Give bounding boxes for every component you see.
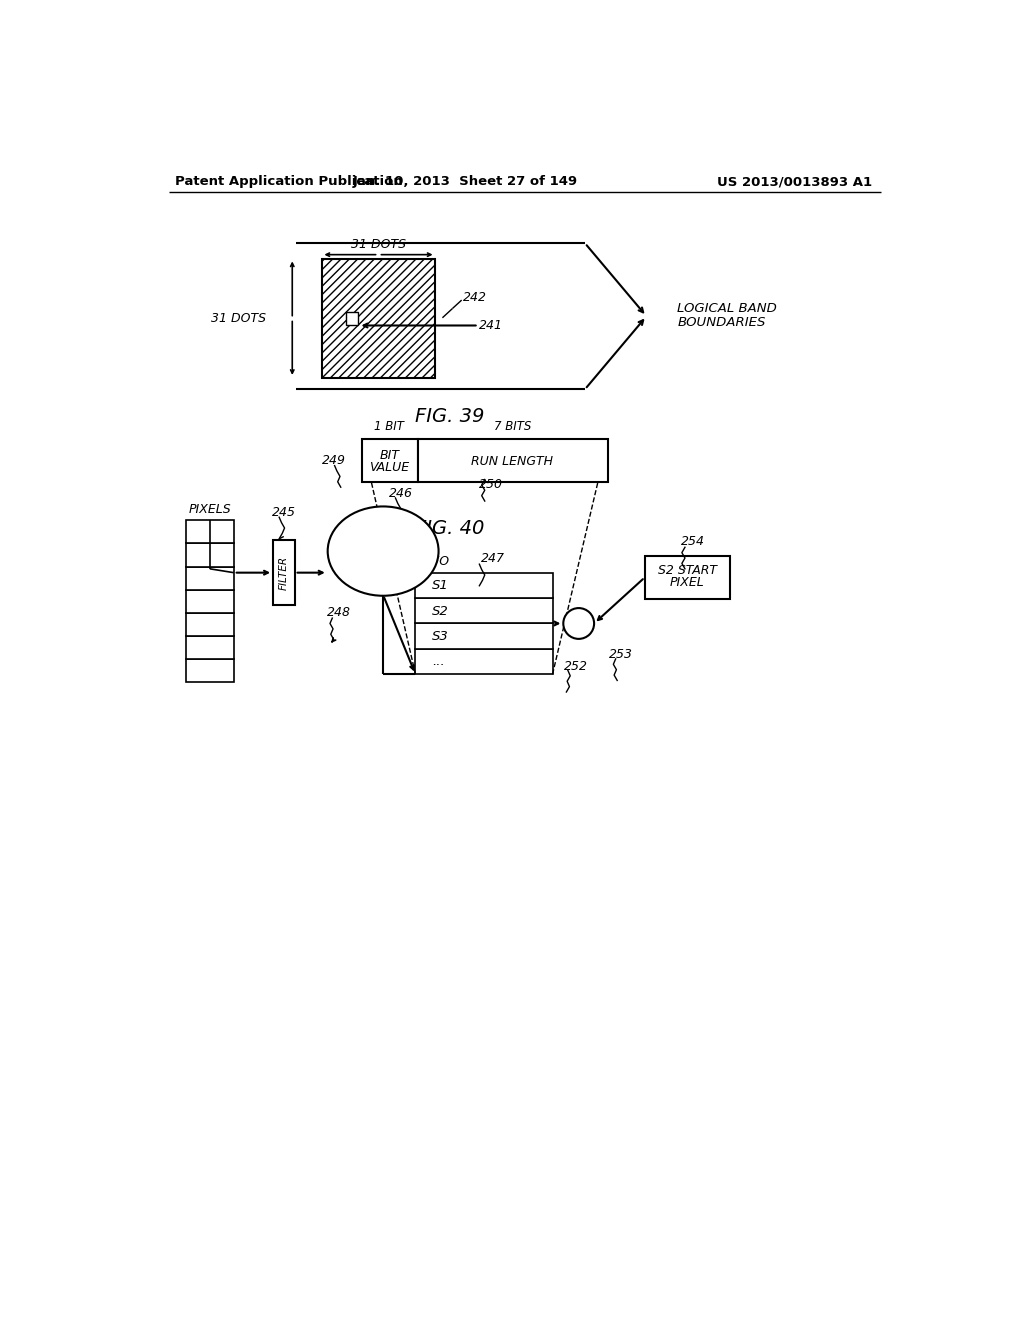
Text: PIXEL: PIXEL	[670, 576, 705, 589]
Text: LENGTH: LENGTH	[357, 541, 409, 554]
Text: S2 START: S2 START	[657, 564, 717, 577]
Text: FIG. 39: FIG. 39	[416, 407, 484, 426]
Bar	[416, 623, 553, 649]
Text: 246: 246	[388, 487, 413, 500]
Bar	[416, 598, 553, 623]
Text: LOGICAL BAND: LOGICAL BAND	[677, 302, 777, 315]
Text: S3: S3	[432, 630, 450, 643]
Text: 242: 242	[463, 290, 487, 304]
Text: Jan. 10, 2013  Sheet 27 of 149: Jan. 10, 2013 Sheet 27 of 149	[353, 176, 579, 187]
Bar	[273, 540, 295, 605]
Text: 253: 253	[608, 648, 633, 661]
Text: Patent Application Publication: Patent Application Publication	[175, 176, 403, 187]
Bar	[361, 440, 418, 482]
Bar	[186, 636, 233, 659]
Text: 31 DOTS: 31 DOTS	[351, 238, 406, 251]
Text: S2: S2	[432, 605, 450, 618]
Ellipse shape	[328, 507, 438, 595]
Bar	[186, 590, 233, 612]
Bar	[346, 313, 358, 325]
Text: 247: 247	[481, 552, 505, 565]
Text: RUN-: RUN-	[368, 529, 399, 543]
Bar	[416, 573, 553, 598]
Text: S1: S1	[432, 579, 450, 593]
Bar	[416, 649, 553, 675]
Text: BOUNDARIES: BOUNDARIES	[677, 315, 766, 329]
Circle shape	[563, 609, 594, 639]
Text: 248: 248	[327, 606, 351, 619]
Text: FIG. 40: FIG. 40	[416, 519, 484, 537]
Text: PIXELS: PIXELS	[188, 503, 231, 516]
Text: BIT: BIT	[379, 449, 399, 462]
Bar	[186, 520, 233, 544]
Text: 7 BITS: 7 BITS	[494, 420, 531, 433]
Text: 254: 254	[681, 536, 706, 548]
Text: 249: 249	[322, 454, 345, 467]
Text: ...: ...	[432, 656, 445, 668]
Text: +: +	[571, 615, 586, 632]
Text: 250: 250	[478, 478, 503, 491]
Text: 241: 241	[479, 319, 504, 333]
Text: ENCODER: ENCODER	[352, 554, 414, 568]
Bar	[322, 259, 435, 378]
Text: FILTER: FILTER	[279, 556, 289, 590]
Bar	[186, 612, 233, 636]
Text: 1 BIT: 1 BIT	[375, 420, 404, 433]
Text: 252: 252	[564, 660, 588, 673]
Text: VALUE: VALUE	[370, 461, 410, 474]
Text: FIFO: FIFO	[422, 556, 450, 569]
Bar	[645, 556, 730, 599]
Bar	[186, 566, 233, 590]
Bar	[186, 659, 233, 682]
Text: 245: 245	[272, 506, 296, 519]
Text: RUN LENGTH: RUN LENGTH	[471, 454, 554, 467]
Text: 31 DOTS: 31 DOTS	[211, 312, 266, 325]
Text: US 2013/0013893 A1: US 2013/0013893 A1	[717, 176, 872, 187]
Bar	[186, 544, 233, 566]
Bar	[418, 440, 608, 482]
